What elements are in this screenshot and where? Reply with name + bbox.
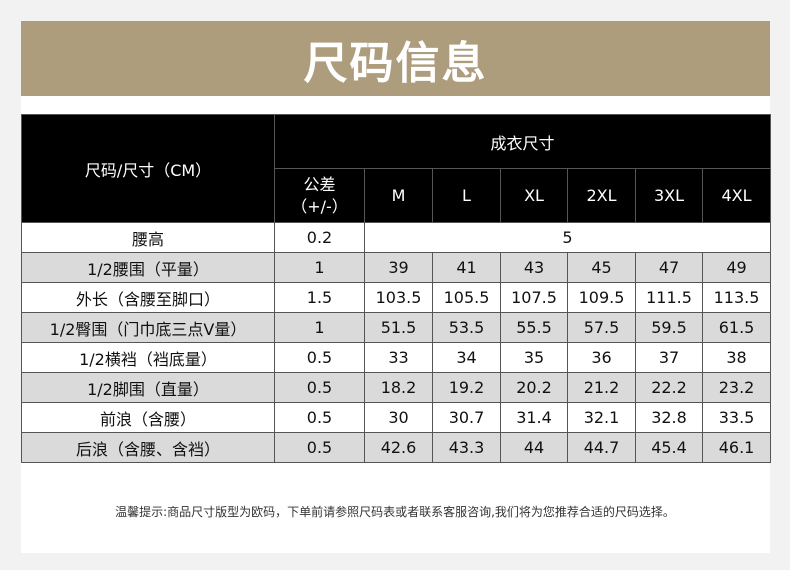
value-cell: 39	[364, 252, 433, 283]
row-label: 1/2脚围（直量）	[21, 372, 275, 403]
value-cell: 31.4	[500, 402, 568, 433]
value-cell: 103.5	[364, 282, 433, 313]
tolerance-cell: 0.5	[274, 402, 365, 433]
value-cell: 59.5	[635, 312, 703, 343]
size-header: 3XL	[635, 168, 703, 223]
value-cell: 19.2	[432, 372, 501, 403]
value-cell: 18.2	[364, 372, 433, 403]
tolerance-cell: 0.5	[274, 432, 365, 463]
value-cell: 46.1	[701, 432, 772, 463]
value-cell: 61.5	[701, 312, 772, 343]
value-cell: 43.3	[432, 432, 501, 463]
value-cell: 49	[701, 252, 772, 283]
value-cell: 107.5	[500, 282, 568, 313]
tolerance-cell: 0.5	[274, 342, 365, 373]
value-cell: 44.7	[567, 432, 636, 463]
row-label: 1/2横裆（裆底量）	[21, 342, 275, 373]
table-row: 1/2横裆（裆底量） 0.5 33 34 35 36 37 38	[21, 342, 772, 373]
row-label: 1/2腰围（平量）	[21, 252, 275, 283]
table-row: 1/2腰围（平量） 1 39 41 43 45 47 49	[21, 252, 772, 283]
value-cell: 21.2	[567, 372, 636, 403]
value-cell: 23.2	[701, 372, 772, 403]
header-row-1: 尺码/尺寸（CM） 成衣尺寸	[21, 114, 772, 223]
value-cell: 42.6	[364, 432, 433, 463]
value-cell: 30.7	[432, 402, 501, 433]
value-cell: 5	[363, 222, 772, 253]
value-cell: 55.5	[500, 312, 568, 343]
row-label: 1/2臀围（门巾底三点V量）	[21, 312, 275, 343]
value-cell: 30	[364, 402, 433, 433]
table-row-waist-height: 腰高 0.2 5	[21, 222, 772, 253]
value-cell: 57.5	[567, 312, 636, 343]
tolerance-cell: 1	[274, 252, 365, 283]
group-header: 成衣尺寸	[273, 114, 772, 169]
tolerance-header-line1: 公差	[303, 174, 336, 194]
value-cell: 20.2	[500, 372, 568, 403]
value-cell: 113.5	[701, 282, 772, 313]
size-header: 2XL	[567, 168, 636, 223]
title-banner: 尺码信息	[21, 21, 770, 96]
value-cell: 43	[500, 252, 568, 283]
value-cell: 35	[500, 342, 568, 373]
value-cell: 45	[567, 252, 636, 283]
value-cell: 111.5	[635, 282, 703, 313]
value-cell: 53.5	[432, 312, 501, 343]
value-cell: 37	[635, 342, 703, 373]
value-cell: 45.4	[635, 432, 703, 463]
tolerance-cell: 0.2	[274, 222, 365, 253]
row-label: 腰高	[21, 222, 275, 253]
value-cell: 33.5	[701, 402, 772, 433]
row-label: 后浪（含腰、含裆）	[21, 432, 275, 463]
size-header: L	[432, 168, 501, 223]
header-row-2: 公差 （+/-） M L XL 2XL 3XL 4XL	[22, 168, 772, 223]
tolerance-cell: 1.5	[274, 282, 365, 313]
table-row: 1/2脚围（直量） 0.5 18.2 19.2 20.2 21.2 22.2 2…	[21, 372, 772, 403]
value-cell: 109.5	[567, 282, 636, 313]
table-row: 后浪（含腰、含裆） 0.5 42.6 43.3 44 44.7 45.4 46.…	[21, 432, 772, 463]
value-cell: 51.5	[364, 312, 433, 343]
value-cell: 34	[432, 342, 501, 373]
tolerance-header: 公差 （+/-）	[274, 168, 365, 223]
tolerance-cell: 0.5	[274, 372, 365, 403]
table-row: 前浪（含腰） 0.5 30 30.7 31.4 32.1 32.8 33.5	[21, 402, 772, 433]
value-cell: 33	[364, 342, 433, 373]
size-header: 4XL	[701, 168, 772, 223]
value-cell: 32.1	[567, 402, 636, 433]
value-cell: 36	[567, 342, 636, 373]
value-cell: 32.8	[635, 402, 703, 433]
page-title: 尺码信息	[303, 37, 488, 89]
row-label: 外长（含腰至脚口）	[21, 282, 275, 313]
value-cell: 41	[432, 252, 501, 283]
value-cell: 38	[701, 342, 772, 373]
row-label: 前浪（含腰）	[21, 402, 275, 433]
size-chart-table: 尺码/尺寸（CM） 成衣尺寸 公差 （+/-） M L XL 2XL 3XL 4…	[21, 114, 772, 463]
size-header: M	[364, 168, 433, 223]
tolerance-cell: 1	[274, 312, 365, 343]
sizing-tip-note: 温馨提示:商品尺寸版型为欧码，下单前请参照尺码表或者联系客服咨询,我们将为您推荐…	[115, 505, 675, 519]
value-cell: 47	[635, 252, 703, 283]
value-cell: 105.5	[432, 282, 501, 313]
table-row: 外长（含腰至脚口） 1.5 103.5 105.5 107.5 109.5 11…	[21, 282, 772, 313]
size-header: XL	[500, 168, 568, 223]
value-cell: 44	[500, 432, 568, 463]
value-cell: 22.2	[635, 372, 703, 403]
corner-header: 尺码/尺寸（CM）	[21, 114, 275, 223]
tolerance-header-line2: （+/-）	[291, 196, 348, 216]
table-row: 1/2臀围（门巾底三点V量） 1 51.5 53.5 55.5 57.5 59.…	[21, 312, 772, 343]
